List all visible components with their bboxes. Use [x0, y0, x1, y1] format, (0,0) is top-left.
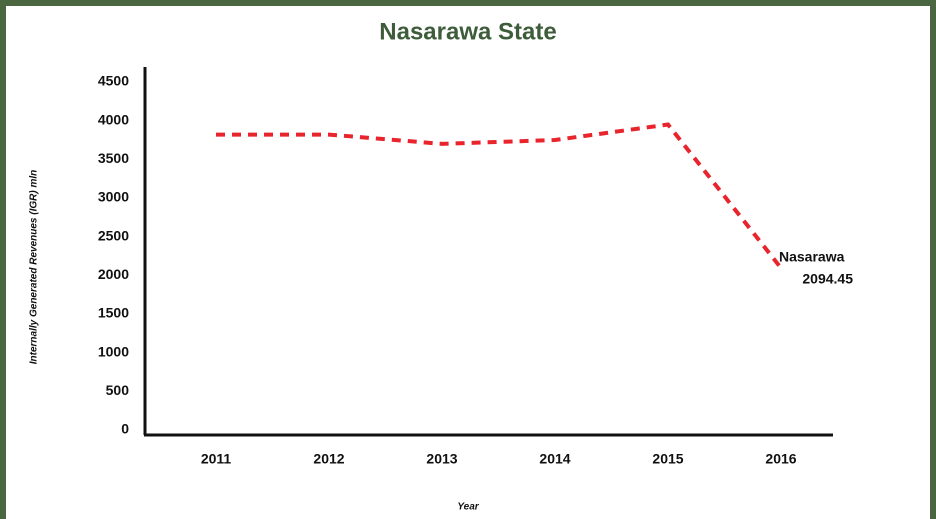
y-tick-label: 4500 [98, 73, 129, 89]
y-tick-label: 1500 [98, 305, 129, 321]
x-tick-label: 2014 [539, 451, 570, 467]
chart-title: Nasarawa State [379, 18, 556, 45]
series-label: Nasarawa [779, 249, 845, 265]
x-tick-label: 2012 [313, 451, 344, 467]
y-tick-label: 2000 [98, 266, 129, 282]
x-axis-label: Year [457, 502, 479, 513]
y-tick-label: 3500 [98, 150, 129, 166]
x-tick-label: 2015 [652, 451, 683, 467]
y-tick-label: 4000 [98, 111, 129, 127]
y-tick-label: 3000 [98, 189, 129, 205]
x-tick-label: 2016 [765, 451, 796, 467]
x-tick-label: 2013 [426, 451, 457, 467]
y-tick-label: 500 [106, 382, 130, 398]
line [216, 122, 783, 270]
y-tick-label: 0 [121, 421, 129, 437]
y-tick-label: 1000 [98, 343, 129, 359]
y-tick-label: 2500 [98, 227, 129, 243]
value-label: 2094.45 [802, 271, 853, 287]
x-tick-label: 2011 [201, 451, 232, 467]
y-axis-label: Internally Generated Revenues (IGR) mln [29, 170, 40, 365]
